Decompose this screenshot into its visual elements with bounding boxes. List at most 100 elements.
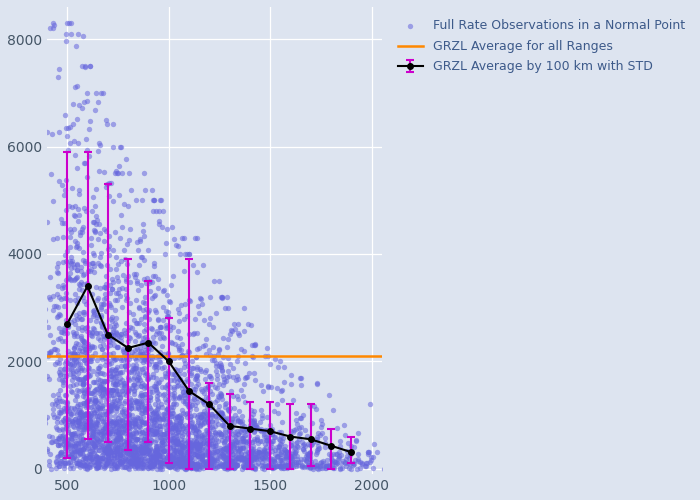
Full Rate Observations in a Normal Point [100, 390, 111, 398]
Full Rate Observations in a Normal Point [156, 462, 167, 470]
Full Rate Observations in a Normal Point [121, 456, 132, 464]
Full Rate Observations in a Normal Point [232, 357, 243, 365]
Full Rate Observations in a Normal Point [279, 462, 290, 470]
Full Rate Observations in a Normal Point [295, 429, 306, 437]
Full Rate Observations in a Normal Point [191, 446, 202, 454]
Full Rate Observations in a Normal Point [102, 444, 113, 452]
Full Rate Observations in a Normal Point [122, 387, 134, 395]
Full Rate Observations in a Normal Point [101, 448, 112, 456]
Full Rate Observations in a Normal Point [195, 384, 206, 392]
Full Rate Observations in a Normal Point [232, 444, 243, 452]
Full Rate Observations in a Normal Point [120, 387, 131, 395]
Full Rate Observations in a Normal Point [189, 446, 200, 454]
Full Rate Observations in a Normal Point [188, 450, 199, 458]
Full Rate Observations in a Normal Point [132, 447, 143, 455]
Full Rate Observations in a Normal Point [68, 410, 79, 418]
Full Rate Observations in a Normal Point [215, 461, 226, 469]
Full Rate Observations in a Normal Point [96, 441, 107, 449]
Full Rate Observations in a Normal Point [70, 328, 81, 336]
Full Rate Observations in a Normal Point [124, 458, 135, 466]
Full Rate Observations in a Normal Point [222, 442, 233, 450]
Full Rate Observations in a Normal Point [71, 459, 82, 467]
Full Rate Observations in a Normal Point [104, 266, 116, 274]
Full Rate Observations in a Normal Point [137, 464, 148, 472]
Full Rate Observations in a Normal Point [61, 446, 72, 454]
Full Rate Observations in a Normal Point [176, 421, 187, 429]
Full Rate Observations in a Normal Point [239, 428, 251, 436]
Full Rate Observations in a Normal Point [321, 456, 332, 464]
Full Rate Observations in a Normal Point [102, 448, 113, 456]
Full Rate Observations in a Normal Point [87, 328, 98, 336]
Full Rate Observations in a Normal Point [265, 384, 276, 392]
Full Rate Observations in a Normal Point [132, 455, 144, 463]
Full Rate Observations in a Normal Point [193, 452, 204, 460]
Full Rate Observations in a Normal Point [111, 420, 122, 428]
Full Rate Observations in a Normal Point [78, 308, 89, 316]
Full Rate Observations in a Normal Point [158, 460, 169, 468]
Full Rate Observations in a Normal Point [94, 462, 106, 470]
Full Rate Observations in a Normal Point [124, 414, 135, 422]
Full Rate Observations in a Normal Point [244, 369, 255, 377]
Full Rate Observations in a Normal Point [128, 444, 139, 452]
Full Rate Observations in a Normal Point [123, 356, 134, 364]
Full Rate Observations in a Normal Point [111, 404, 122, 412]
Full Rate Observations in a Normal Point [236, 434, 247, 442]
Full Rate Observations in a Normal Point [136, 280, 147, 288]
Full Rate Observations in a Normal Point [112, 296, 123, 304]
Full Rate Observations in a Normal Point [260, 450, 272, 458]
Full Rate Observations in a Normal Point [193, 302, 204, 310]
Full Rate Observations in a Normal Point [80, 349, 91, 357]
Full Rate Observations in a Normal Point [42, 128, 53, 136]
Full Rate Observations in a Normal Point [320, 443, 331, 451]
Full Rate Observations in a Normal Point [141, 438, 153, 446]
Full Rate Observations in a Normal Point [62, 324, 74, 332]
Full Rate Observations in a Normal Point [164, 463, 176, 471]
Full Rate Observations in a Normal Point [312, 445, 323, 453]
Full Rate Observations in a Normal Point [50, 436, 62, 444]
Full Rate Observations in a Normal Point [186, 464, 197, 471]
Full Rate Observations in a Normal Point [111, 436, 122, 444]
Full Rate Observations in a Normal Point [228, 450, 239, 458]
Full Rate Observations in a Normal Point [74, 450, 85, 458]
Full Rate Observations in a Normal Point [82, 89, 93, 97]
Full Rate Observations in a Normal Point [299, 426, 310, 434]
Full Rate Observations in a Normal Point [108, 386, 119, 394]
Full Rate Observations in a Normal Point [120, 462, 131, 470]
Full Rate Observations in a Normal Point [77, 456, 88, 464]
Full Rate Observations in a Normal Point [220, 444, 231, 452]
Full Rate Observations in a Normal Point [174, 420, 185, 428]
Full Rate Observations in a Normal Point [150, 430, 162, 438]
Full Rate Observations in a Normal Point [329, 458, 340, 466]
Full Rate Observations in a Normal Point [312, 442, 323, 450]
Full Rate Observations in a Normal Point [150, 454, 162, 462]
Full Rate Observations in a Normal Point [176, 440, 187, 448]
Full Rate Observations in a Normal Point [151, 328, 162, 336]
Full Rate Observations in a Normal Point [74, 416, 85, 424]
Full Rate Observations in a Normal Point [174, 448, 186, 456]
Full Rate Observations in a Normal Point [78, 389, 90, 397]
Full Rate Observations in a Normal Point [197, 432, 209, 440]
Full Rate Observations in a Normal Point [171, 454, 182, 462]
Full Rate Observations in a Normal Point [112, 402, 123, 410]
Full Rate Observations in a Normal Point [100, 361, 111, 369]
Full Rate Observations in a Normal Point [172, 449, 183, 457]
Full Rate Observations in a Normal Point [103, 360, 114, 368]
Full Rate Observations in a Normal Point [261, 462, 272, 470]
Full Rate Observations in a Normal Point [83, 126, 94, 134]
Full Rate Observations in a Normal Point [180, 300, 191, 308]
Full Rate Observations in a Normal Point [175, 448, 186, 456]
Full Rate Observations in a Normal Point [62, 408, 73, 416]
Full Rate Observations in a Normal Point [185, 422, 196, 430]
Full Rate Observations in a Normal Point [97, 388, 108, 396]
Full Rate Observations in a Normal Point [116, 303, 127, 311]
Full Rate Observations in a Normal Point [174, 440, 185, 448]
Full Rate Observations in a Normal Point [96, 386, 107, 394]
Full Rate Observations in a Normal Point [135, 382, 146, 390]
Full Rate Observations in a Normal Point [312, 448, 323, 456]
Full Rate Observations in a Normal Point [273, 462, 284, 470]
Full Rate Observations in a Normal Point [97, 384, 108, 392]
Full Rate Observations in a Normal Point [206, 432, 217, 440]
Full Rate Observations in a Normal Point [52, 460, 63, 468]
Full Rate Observations in a Normal Point [183, 422, 195, 430]
Full Rate Observations in a Normal Point [60, 294, 71, 302]
